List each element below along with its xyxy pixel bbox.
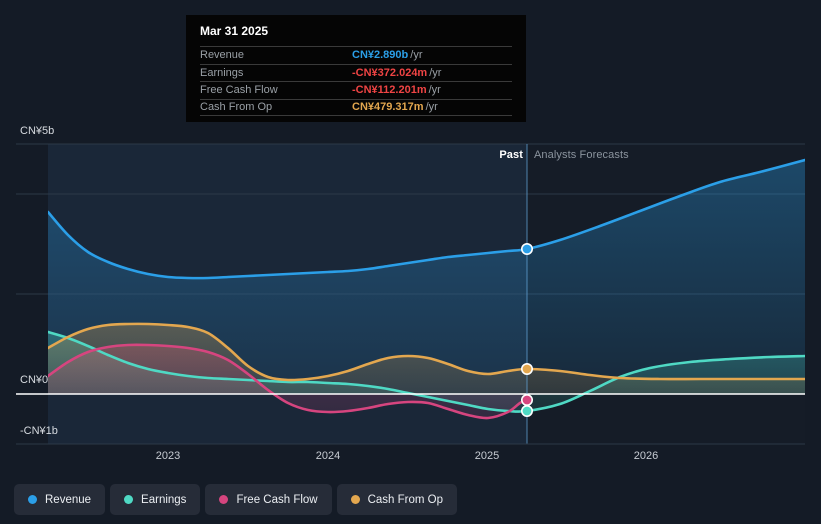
legend-item-free-cash-flow[interactable]: Free Cash Flow <box>205 484 332 515</box>
tooltip-row-label: Revenue <box>200 49 245 62</box>
x-axis-tick-2024: 2024 <box>315 450 341 462</box>
tooltip-row-label: Cash From Op <box>200 101 273 114</box>
marker-cash-from-op[interactable] <box>520 362 533 375</box>
x-axis-tick-2026: 2026 <box>633 450 659 462</box>
past-band-label: Past <box>499 149 523 161</box>
tooltip-row-value: CN¥479.317m <box>352 101 424 114</box>
legend-dot-icon <box>124 495 134 504</box>
tooltip-row-value: CN¥2.890b <box>352 49 409 62</box>
forecast-band-label: Analysts Forecasts <box>534 149 629 161</box>
tooltip-row-label: Free Cash Flow <box>200 84 278 97</box>
tooltip-row-unit: /yr <box>410 49 423 62</box>
tooltip-row-cash-from-op: Cash From Op CN¥479.317m/yr <box>200 98 512 116</box>
x-axis-tick-2025: 2025 <box>474 450 500 462</box>
tooltip-row-free-cash-flow: Free Cash Flow -CN¥112.201m/yr <box>200 81 512 99</box>
tooltip-row-revenue: Revenue CN¥2.890b/yr <box>200 46 512 64</box>
tooltip-row-value: -CN¥372.024m <box>352 66 428 79</box>
marker-earnings[interactable] <box>520 404 533 417</box>
x-axis-tick-2023: 2023 <box>155 450 181 462</box>
y-axis-tick-zero: CN¥0 <box>20 374 49 386</box>
tooltip-row-value: -CN¥112.201m <box>352 84 427 97</box>
series-line-free-cash-flow[interactable] <box>48 343 529 420</box>
tooltip-row-earnings: Earnings -CN¥372.024m/yr <box>200 63 512 82</box>
legend-dot-icon <box>350 495 360 504</box>
chart-legend[interactable]: Revenue Earnings Free Cash Flow Cash From O… <box>14 484 458 515</box>
legend-item-label: Free Cash Flow <box>236 493 318 506</box>
series-layer <box>48 158 805 420</box>
tooltip-row-unit: /yr <box>425 101 438 114</box>
series-line-cash-from-op[interactable] <box>48 322 805 382</box>
marker-revenue[interactable] <box>520 243 533 256</box>
series-area-revenue <box>48 160 805 394</box>
series-line-earnings[interactable] <box>48 330 805 413</box>
legend-item-label: Revenue <box>45 493 92 506</box>
marker-free-cash-flow[interactable] <box>520 393 533 406</box>
tooltip-row-label: Earnings <box>200 66 244 79</box>
tooltip-rows: Revenue CN¥2.890b/yr Earnings -CN¥372.024m /… <box>200 46 512 116</box>
legend-item-revenue[interactable]: Revenue <box>14 484 106 515</box>
legend-item-label: Cash From Op <box>367 493 444 506</box>
legend-item-cash-from-op[interactable]: Cash From Op <box>336 484 458 515</box>
legend-item-earnings[interactable]: Earnings <box>110 484 201 515</box>
tooltip-row-unit: /yr <box>429 66 442 79</box>
tooltip-row-value-wrap: CN¥2.890b/yr <box>352 49 512 61</box>
y-axis-tick-top: CN¥5b <box>20 125 55 137</box>
tooltip-row-value-wrap: -CN¥372.024m/yr <box>352 67 512 79</box>
chart-tooltip: Mar 31 2025 Revenue CN¥2.890b/yr Earnings -… <box>186 15 526 122</box>
legend-dot-icon <box>219 495 229 504</box>
tooltip-date: Mar 31 2025 <box>200 24 269 38</box>
legend-dot-icon <box>28 495 37 504</box>
y-axis-tick-negative: -CN¥1b <box>20 425 58 437</box>
legend-item-label: Earnings <box>141 493 187 506</box>
data-point-markers[interactable] <box>520 243 533 417</box>
tooltip-row-unit: /yr <box>428 84 441 97</box>
tooltip-row-value-wrap: -CN¥112.201m/yr <box>352 84 512 96</box>
tooltip-row-value-wrap: CN¥479.317m/yr <box>352 101 512 113</box>
series-line-revenue[interactable] <box>48 158 805 280</box>
